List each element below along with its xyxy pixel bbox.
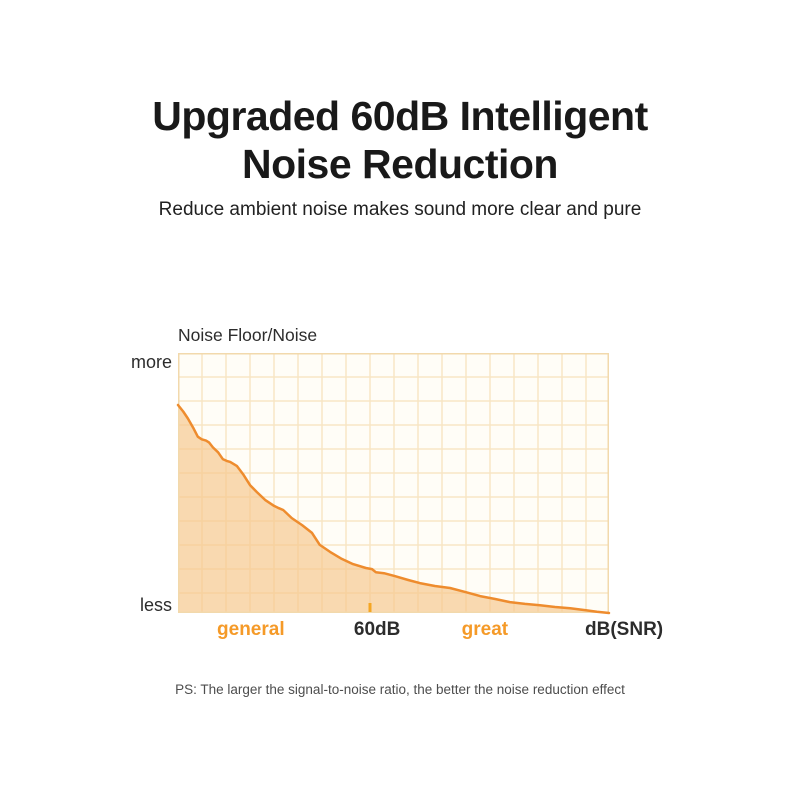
y-axis-label-more: more bbox=[130, 352, 172, 372]
footer-note: PS: The larger the signal-to-noise ratio… bbox=[175, 682, 625, 697]
x-axis-label-general: general bbox=[217, 619, 285, 640]
chart-grid bbox=[178, 353, 609, 613]
x-axis-label-dbsnr: dB(SNR) bbox=[585, 619, 664, 640]
page-subtitle: Reduce ambient noise makes sound more cl… bbox=[158, 199, 642, 220]
page-title-line1: Upgraded 60dB Intelligent bbox=[152, 93, 648, 139]
x-axis-label-60db: 60dB bbox=[353, 619, 401, 640]
noise-curve bbox=[176, 403, 611, 615]
noise-chart-svg bbox=[176, 353, 611, 615]
noise-area-fill bbox=[178, 405, 609, 613]
chart-border bbox=[178, 353, 609, 613]
chart-title: Noise Floor/Noise bbox=[178, 325, 318, 345]
y-axis-label-less: less bbox=[139, 595, 172, 615]
page-title: Upgraded 60dB Intelligent Noise Reductio… bbox=[0, 92, 800, 188]
x-axis-label-great: great bbox=[461, 619, 509, 640]
page-title-line2: Noise Reduction bbox=[242, 141, 558, 187]
